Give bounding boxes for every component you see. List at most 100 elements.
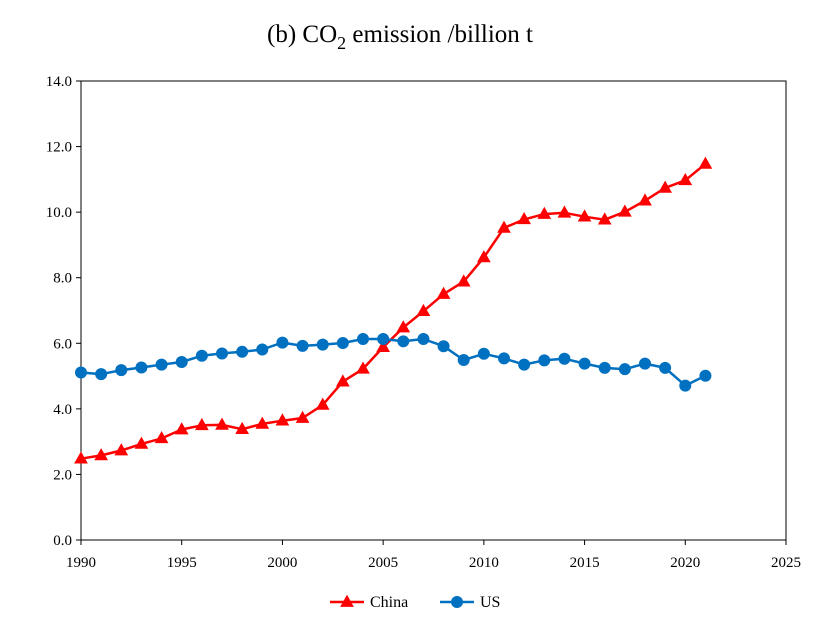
data-point-us [558,352,571,365]
x-tick-label: 1990 [66,555,96,571]
data-point-china [517,212,531,225]
x-tick-label: 2015 [570,555,600,571]
y-tick-label: 12.0 [46,140,72,156]
data-point-china [477,250,491,263]
data-point-us [377,333,390,346]
data-point-china [597,212,612,225]
data-point-china [376,339,390,353]
legend-marker-china [340,594,354,607]
chart-title-prefix: (b) CO [267,21,337,48]
data-point-us [679,379,692,392]
legend-label-china: China [370,594,408,611]
data-point-us [95,368,108,381]
data-point-china [456,274,471,287]
data-point-china [356,361,370,374]
data-point-us [195,349,208,362]
data-point-china [255,416,270,429]
series-layer [74,156,713,464]
series-us [75,333,712,392]
data-point-china [134,436,149,449]
x-tick-label: 2000 [267,555,297,571]
y-tick-label: 2.0 [53,467,72,483]
data-point-china [74,451,88,464]
x-tick-label: 2010 [469,555,499,571]
data-point-china [497,220,511,233]
data-point-us [417,333,430,346]
x-tick-label: 2005 [368,555,398,571]
data-point-us [316,338,329,351]
data-point-china [336,374,350,387]
data-point-china [215,417,229,430]
data-point-us [457,354,470,367]
data-point-us [216,347,228,360]
data-point-us [256,343,269,356]
y-tick-label: 0.0 [53,533,72,549]
chart-title: (b) CO2 emission /billion t [267,21,533,53]
data-point-china [537,206,552,219]
y-axis: 0.0 2.0 4.0 6.0 8.0 10.0 12.0 14.0 [46,74,81,549]
data-point-china [275,413,290,426]
data-point-china [658,180,672,193]
data-point-china [396,320,411,333]
data-point-us [498,352,510,365]
data-point-china [557,205,572,218]
data-point-us [639,357,651,370]
data-point-us [155,358,168,371]
y-tick-label: 8.0 [53,271,72,287]
legend-marker-us [451,596,463,608]
data-point-us [518,358,531,371]
data-point-china [114,443,129,456]
data-point-us [538,354,551,367]
data-point-china [154,431,169,444]
data-point-us [699,369,712,382]
data-point-us [477,347,490,360]
data-point-china [416,303,431,316]
data-point-us [578,357,591,370]
data-point-china [678,173,693,186]
data-point-us [175,355,188,368]
y-tick-label: 14.0 [46,74,72,90]
data-point-us [397,335,410,348]
data-point-china [638,193,652,206]
series-line-us [80,337,706,387]
data-point-china [436,286,451,299]
data-point-china [577,209,592,222]
chart-title-suffix: emission /billion t [346,21,533,48]
data-point-us [618,363,631,376]
data-point-us [437,340,450,353]
data-point-us [336,336,349,349]
legend-label-us: US [480,594,500,611]
x-axis: 1990 1995 2000 2005 2010 2015 2020 2025 [66,540,801,571]
data-point-china [195,417,209,431]
data-point-us [236,345,249,358]
data-point-us [135,361,148,374]
x-tick-label: 1995 [167,555,197,571]
series-china [74,156,713,464]
y-tick-label: 4.0 [53,402,72,418]
data-point-us [598,361,611,374]
data-point-china [698,156,713,169]
legend: China US [330,594,500,611]
data-point-us [115,364,128,377]
data-point-china [235,421,249,435]
y-tick-label: 10.0 [46,205,72,221]
chart-title-subscript: 2 [337,33,346,53]
data-point-china [315,397,330,410]
x-tick-label: 2025 [771,555,801,571]
series-line-china [80,162,707,460]
data-point-china [94,448,108,461]
data-point-china [295,410,310,423]
legend-item-us: US [440,594,500,611]
data-point-us [75,366,87,379]
plot-area [80,80,787,541]
data-point-us [659,361,672,374]
x-tick-label: 2020 [670,555,700,571]
legend-item-china: China [330,594,408,611]
data-point-china [174,422,189,435]
data-point-us [296,339,309,352]
data-point-us [276,336,289,349]
data-point-us [357,333,369,346]
data-point-china [618,204,632,217]
y-tick-label: 6.0 [53,336,72,352]
